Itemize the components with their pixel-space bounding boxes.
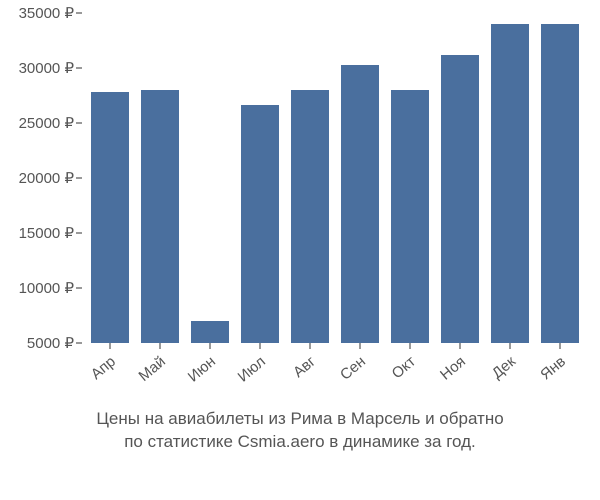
x-tick-label: Сен [337,353,369,384]
bar [441,55,479,343]
chart-caption: Цены на авиабилеты из Рима в Марсель и о… [0,408,600,454]
y-tick-label: 30000 ₽ [19,59,74,77]
x-tick-mark [460,343,461,349]
caption-line-2: по статистике Csmia.aero в динамике за г… [0,431,600,454]
x-tick-label: Июн [185,353,219,386]
x-tick-mark [260,343,261,349]
plot-area [85,13,585,343]
x-tick-label: Авг [290,353,319,381]
y-axis: 5000 ₽10000 ₽15000 ₽20000 ₽25000 ₽30000 … [0,13,82,343]
x-tick-label: Июл [235,353,269,386]
bar [91,92,129,343]
x-tick-mark [510,343,511,349]
caption-line-1: Цены на авиабилеты из Рима в Марсель и о… [0,408,600,431]
y-tick-mark [76,123,82,124]
bar [241,105,279,343]
y-tick-label: 25000 ₽ [19,114,74,132]
x-tick-mark [210,343,211,349]
x-tick-label: Май [135,353,168,385]
bar [291,90,329,343]
x-tick-mark [110,343,111,349]
y-tick-mark [76,178,82,179]
x-tick-mark [310,343,311,349]
x-tick-mark [160,343,161,349]
x-tick-label: Дек [489,353,519,382]
y-tick-label: 10000 ₽ [19,279,74,297]
y-tick-label: 5000 ₽ [27,334,74,352]
bar [141,90,179,343]
y-tick-mark [76,233,82,234]
x-tick-label: Янв [537,353,569,383]
x-tick-label: Окт [389,353,419,382]
y-tick-mark [76,68,82,69]
x-tick-label: Апр [88,353,119,383]
x-tick-mark [560,343,561,349]
price-chart: 5000 ₽ 10000 ₽ 15000 ₽ 20000 ₽ 25000 ₽ 30000 … [0,8,600,388]
y-tick-label: 20000 ₽ [19,169,74,187]
bar [391,90,429,343]
y-tick-mark [76,288,82,289]
bar [341,65,379,343]
x-tick-mark [410,343,411,349]
y-tick-label: 35000 ₽ [19,4,74,22]
y-tick-label: 15000 ₽ [19,224,74,242]
bar [191,321,229,343]
x-tick-mark [360,343,361,349]
x-tick-label: Ноя [437,353,469,384]
bar [541,24,579,343]
y-tick-mark [76,13,82,14]
x-axis: Апр Май Июн Июл Авг Сен Окт Ноя Дек Янв [85,343,585,393]
y-tick-mark [76,343,82,344]
bar [491,24,529,343]
